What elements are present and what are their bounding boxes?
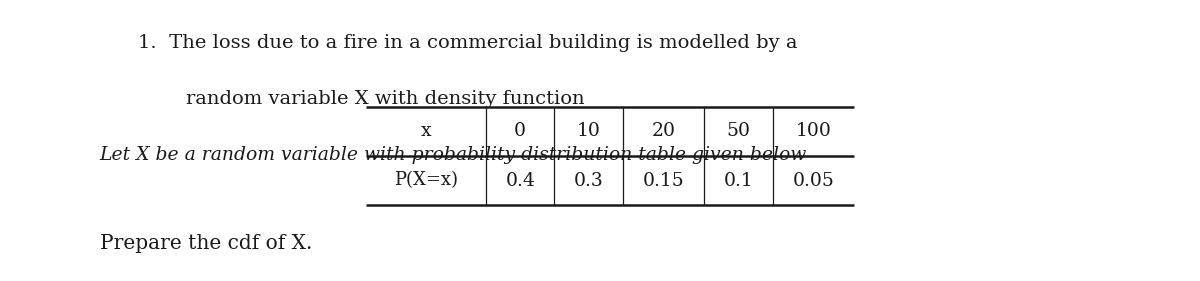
- Text: P(X=x): P(X=x): [394, 171, 458, 190]
- Text: 0.1: 0.1: [724, 171, 754, 190]
- Text: 20: 20: [652, 122, 676, 140]
- Text: random variable X with density function: random variable X with density function: [186, 90, 584, 108]
- Text: 0.05: 0.05: [793, 171, 834, 190]
- Text: x: x: [421, 122, 431, 140]
- Text: 0.15: 0.15: [643, 171, 684, 190]
- Text: 0: 0: [515, 122, 527, 140]
- Text: 0.3: 0.3: [574, 171, 604, 190]
- Text: 0.4: 0.4: [505, 171, 535, 190]
- Text: 10: 10: [577, 122, 600, 140]
- Text: 100: 100: [796, 122, 832, 140]
- Text: Let X be a random variable with probability distribution table given below: Let X be a random variable with probabil…: [100, 146, 806, 164]
- Text: 50: 50: [726, 122, 751, 140]
- Text: Prepare the cdf of X.: Prepare the cdf of X.: [100, 234, 312, 253]
- Text: 1.  The loss due to a fire in a commercial building is modelled by a: 1. The loss due to a fire in a commercia…: [138, 34, 798, 52]
